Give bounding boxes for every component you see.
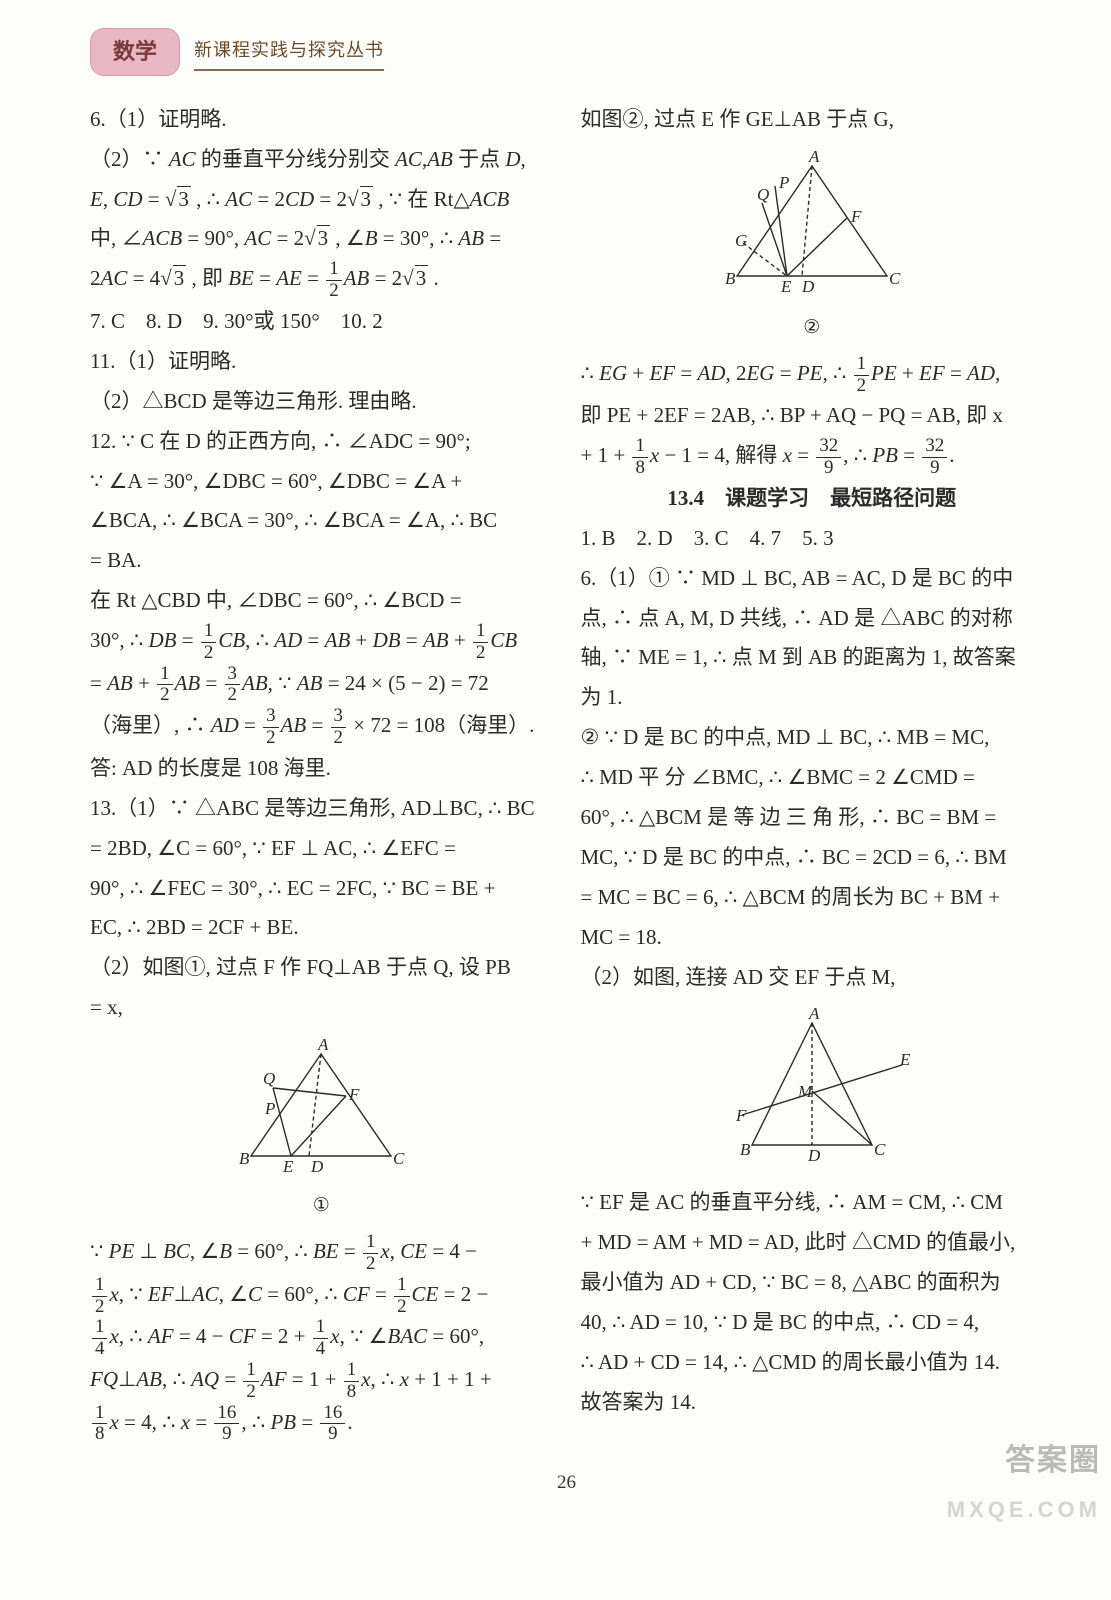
text: = AB + 12AB = 32AB, ∵ AB = 24 × (5 − 2) … <box>90 664 553 707</box>
text: = 2BD, ∠C = 60°, ∵ EF ⊥ AC, ∴ ∠EFC = <box>90 829 553 869</box>
text: 30°, ∴ DB = 12CB, ∴ AD = AB + DB = AB + … <box>90 621 553 664</box>
text: MC, ∵ D 是 BC 的中点, ∴ BC = 2CD = 6, ∴ BM <box>581 838 1044 878</box>
svg-text:M: M <box>797 1082 813 1101</box>
text: 6.（1）证明略. <box>90 100 553 140</box>
svg-text:E: E <box>780 277 792 296</box>
svg-text:E: E <box>899 1050 911 1069</box>
text: 1. B 2. D 3. C 4. 7 5. 3 <box>581 519 1044 559</box>
svg-text:C: C <box>889 269 901 288</box>
text: 60°, ∴ △BCM 是 等 边 三 角 形, ∴ BC = BM = <box>581 798 1044 838</box>
section-title: 13.4 课题学习 最短路径问题 <box>581 479 1044 519</box>
svg-text:B: B <box>725 269 736 288</box>
text: + 1 + 18x − 1 = 4, 解得 x = 329, ∴ PB = 32… <box>581 436 1044 479</box>
svg-text:P: P <box>264 1099 275 1118</box>
text: ∴ EG + EF = AD, 2EG = PE, ∴ 12PE + EF = … <box>581 354 1044 397</box>
text: 点, ∴ 点 A, M, D 共线, ∴ AD 是 △ABC 的对称 <box>581 599 1044 639</box>
text: 如图②, 过点 E 作 GE⊥AB 于点 G, <box>581 100 1044 140</box>
svg-text:D: D <box>807 1146 821 1165</box>
text: EC, ∴ 2BD = 2CF + BE. <box>90 908 553 948</box>
text: （2）△BCD 是等边三角形. 理由略. <box>90 382 553 422</box>
text: （2）如图①, 过点 F 作 FQ⊥AB 于点 Q, 设 PB <box>90 948 553 988</box>
text: （2）如图, 连接 AD 交 EF 于点 M, <box>581 958 1044 998</box>
text: ∵ ∠A = 30°, ∠DBC = 60°, ∠DBC = ∠A + <box>90 462 553 502</box>
text: 6.（1）① ∵ MD ⊥ BC, AB = AC, D 是 BC 的中 <box>581 559 1044 599</box>
text: = x, <box>90 988 553 1028</box>
text: 2AC = 43 , 即 BE = AE = 12AB = 23 . <box>90 259 553 302</box>
watermark: 答案圈 MXQE.COM <box>947 1432 1101 1531</box>
text: 7. C 8. D 9. 30°或 150° 10. 2 <box>90 302 553 342</box>
text: 在 Rt △CBD 中, ∠DBC = 60°, ∴ ∠BCD = <box>90 581 553 621</box>
text: = BA. <box>90 541 553 581</box>
text: 最小值为 AD + CD, ∵ BC = 8, △ABC 的面积为 <box>581 1263 1044 1303</box>
text: ∴ MD 平 分 ∠BMC, ∴ ∠BMC = 2 ∠CMD = <box>581 758 1044 798</box>
svg-text:D: D <box>310 1157 324 1176</box>
svg-text:A: A <box>808 1005 820 1023</box>
svg-text:C: C <box>393 1149 405 1168</box>
text: ∵ EF 是 AC 的垂直平分线, ∴ AM = CM, ∴ CM <box>581 1183 1044 1223</box>
svg-text:Q: Q <box>757 185 769 204</box>
svg-text:A: A <box>317 1036 329 1054</box>
figure-2: A P Q F G B E D C ② <box>581 148 1044 346</box>
text: 14x, ∴ AF = 4 − CF = 2 + 14x, ∵ ∠BAC = 6… <box>90 1317 553 1360</box>
text: 12x, ∵ EF⊥AC, ∠C = 60°, ∴ CF = 12CE = 2 … <box>90 1275 553 1318</box>
text: 18x = 4, ∴ x = 169, ∴ PB = 169. <box>90 1403 553 1446</box>
figure-1-label: ① <box>90 1188 553 1224</box>
header-subtitle: 新课程实践与探究丛书 <box>194 33 384 71</box>
figure-1: A Q P F B E D C ① <box>90 1036 553 1224</box>
left-column: 6.（1）证明略. （2）∵ AC 的垂直平分线分别交 AC,AB 于点 D, … <box>90 100 553 1445</box>
text: E, CD = 3 , ∴ AC = 2CD = 23 , ∵ 在 Rt△ACB <box>90 180 553 220</box>
text: 为 1. <box>581 678 1044 718</box>
text: ∵ PE ⊥ BC, ∠B = 60°, ∴ BE = 12x, CE = 4 … <box>90 1232 553 1275</box>
right-column: 如图②, 过点 E 作 GE⊥AB 于点 G, A P Q F G <box>581 100 1044 1445</box>
header-badge: 数学 <box>90 28 180 76</box>
svg-text:B: B <box>740 1140 751 1159</box>
svg-text:D: D <box>801 277 815 296</box>
text: 40, ∴ AD = 10, ∵ D 是 BC 的中点, ∴ CD = 4, <box>581 1303 1044 1343</box>
text: ∠BCA, ∴ ∠BCA = 30°, ∴ ∠BCA = ∠A, ∴ BC <box>90 501 553 541</box>
text: 中, ∠ACB = 90°, AC = 23 , ∠B = 30°, ∴ AB … <box>90 219 553 259</box>
svg-text:G: G <box>735 231 747 250</box>
text: 轴, ∵ ME = 1, ∴ 点 M 到 AB 的距离为 1, 故答案 <box>581 638 1044 678</box>
svg-text:F: F <box>735 1106 747 1125</box>
text: 答: AD 的长度是 108 海里. <box>90 749 553 789</box>
text: MC = 18. <box>581 918 1044 958</box>
text: ∴ AD + CD = 14, ∴ △CMD 的周长最小值为 14. <box>581 1343 1044 1383</box>
figure-2-label: ② <box>581 310 1044 346</box>
text: 故答案为 14. <box>581 1383 1044 1423</box>
text: ② ∵ D 是 BC 的中点, MD ⊥ BC, ∴ MB = MC, <box>581 718 1044 758</box>
watermark-line2: MXQE.COM <box>947 1489 1101 1531</box>
two-column-layout: 6.（1）证明略. （2）∵ AC 的垂直平分线分别交 AC,AB 于点 D, … <box>90 100 1043 1445</box>
page-header: 数学 新课程实践与探究丛书 <box>90 28 1043 76</box>
text: FQ⊥AB, ∴ AQ = 12AF = 1 + 18x, ∴ x + 1 + … <box>90 1360 553 1403</box>
svg-text:E: E <box>282 1157 294 1176</box>
text: 即 PE + 2EF = 2AB, ∴ BP + AQ − PQ = AB, 即… <box>581 396 1044 436</box>
text: 12. ∵ C 在 D 的正西方向, ∴ ∠ADC = 90°; <box>90 422 553 462</box>
svg-text:P: P <box>778 173 789 192</box>
svg-text:Q: Q <box>263 1069 275 1088</box>
text: 90°, ∴ ∠FEC = 30°, ∴ EC = 2FC, ∵ BC = BE… <box>90 869 553 909</box>
figure-3: A E M F B D C <box>581 1005 1044 1175</box>
svg-text:B: B <box>239 1149 250 1168</box>
page-number: 26 <box>90 1465 1043 1501</box>
svg-text:A: A <box>808 148 820 166</box>
text: 11.（1）证明略. <box>90 342 553 382</box>
watermark-line1: 答案圈 <box>947 1432 1101 1489</box>
text: = MC = BC = 6, ∴ △BCM 的周长为 BC + BM + <box>581 878 1044 918</box>
text: （2）∵ AC 的垂直平分线分别交 AC,AB 于点 D, <box>90 140 553 180</box>
text: + MD = AM + MD = AD, 此时 △CMD 的值最小, <box>581 1223 1044 1263</box>
text: （海里）, ∴ AD = 32AB = 32 × 72 = 108（海里）. <box>90 706 553 749</box>
svg-text:C: C <box>874 1140 886 1159</box>
svg-text:F: F <box>348 1085 360 1104</box>
svg-text:F: F <box>850 207 862 226</box>
text: 13.（1）∵ △ABC 是等边三角形, AD⊥BC, ∴ BC <box>90 789 553 829</box>
